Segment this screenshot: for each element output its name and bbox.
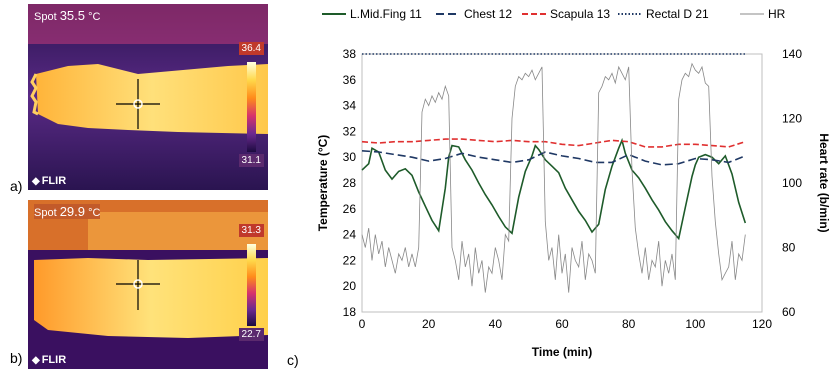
thermal-image-b-graphic (28, 200, 268, 369)
y-axis-title: Temperature (°C) (316, 135, 330, 232)
y2-tick-label: 100 (782, 176, 802, 190)
panel-label-b: b) (10, 350, 23, 366)
flir-glyph-icon: ◆ (32, 176, 40, 187)
legend-label: Scapula 13 (550, 7, 610, 21)
scale-min-b: 22.7 (238, 328, 264, 341)
x-axis-title: Time (min) (532, 345, 592, 359)
y-tick-label: 30 (343, 150, 357, 164)
y-tick-label: 34 (343, 99, 357, 113)
spot-label: Spot (34, 11, 57, 23)
y2-tick-label: 120 (782, 112, 802, 126)
y-tick-label: 28 (343, 176, 357, 190)
y-tick-label: 38 (343, 47, 357, 61)
chart-series (361, 53, 747, 293)
spot-unit: °C (88, 11, 101, 23)
series-line-l-mid-fing-11 (361, 137, 747, 241)
y-tick-label: 22 (343, 253, 357, 267)
y-tick-label: 26 (343, 202, 357, 216)
x-tick-label: 0 (359, 317, 366, 331)
colorbar-b (247, 244, 256, 326)
flir-logo-b: ◆ FLIR (32, 354, 66, 366)
series-line-scapula-13 (361, 138, 746, 148)
right-axis-ticks: 60 80 100 120 140 (782, 47, 802, 319)
thermal-image-hand-warm: Spot 35.5 °C 36.4 31.1 ◆ FLIR (28, 4, 268, 190)
thermal-image-hand-cool: Spot 29.9 °C 31.3 22.7 ◆ FLIR (28, 200, 268, 369)
y2-tick-label: 140 (782, 47, 802, 61)
series-line-chest-12 (361, 150, 746, 166)
spot-value: 29.9 (59, 204, 86, 219)
series-line-hr (361, 62, 746, 293)
legend-label: Chest 12 (464, 7, 512, 21)
thermal-image-a-graphic (28, 4, 268, 190)
y-tick-label: 24 (343, 228, 357, 242)
panel-label-c: c) (287, 352, 299, 368)
legend-label: L.Mid.Fing 11 (350, 7, 422, 21)
legend-label: Rectal D 21 (646, 7, 709, 21)
flir-logo-a: ◆ FLIR (32, 175, 66, 187)
x-tick-label: 60 (555, 317, 569, 331)
left-axis-ticks: 18 20 22 24 26 28 30 32 34 36 38 (343, 47, 357, 319)
spot-unit: °C (88, 207, 101, 219)
panel-label-a: a) (10, 178, 23, 194)
chart-legend: L.Mid.Fing 11 Chest 12 Scapula 13 Rectal D … (322, 7, 786, 21)
x-tick-label: 100 (685, 317, 705, 331)
y2-axis-title: Heart rate (b/min) (817, 133, 829, 232)
legend-label: HR (768, 7, 786, 21)
flir-glyph-icon: ◆ (32, 355, 40, 366)
spot-value: 35.5 (59, 8, 86, 23)
y2-tick-label: 80 (782, 241, 796, 255)
flir-brand: FLIR (41, 175, 67, 187)
spot-label: Spot (34, 207, 57, 219)
y2-tick-label: 60 (782, 305, 796, 319)
scale-max-b: 31.3 (238, 224, 264, 237)
y-tick-label: 20 (343, 279, 357, 293)
x-tick-label: 80 (622, 317, 636, 331)
scale-min-a: 31.1 (238, 154, 264, 167)
flir-brand: FLIR (41, 354, 67, 366)
x-tick-label: 20 (422, 317, 436, 331)
scale-max-a: 36.4 (238, 42, 264, 55)
y-tick-label: 18 (343, 305, 357, 319)
colorbar-a (247, 62, 256, 152)
x-tick-label: 40 (489, 317, 503, 331)
x-axis-ticks: 0 20 40 60 80 100 120 (359, 317, 773, 331)
spot-readout-b: Spot 29.9 °C (34, 204, 101, 219)
y-tick-label: 36 (343, 73, 357, 87)
x-tick-label: 120 (752, 317, 772, 331)
temperature-hr-chart: L.Mid.Fing 11 Chest 12 Scapula 13 Rectal D … (316, 7, 829, 359)
y-tick-label: 32 (343, 124, 357, 138)
spot-readout-a: Spot 35.5 °C (34, 8, 100, 23)
